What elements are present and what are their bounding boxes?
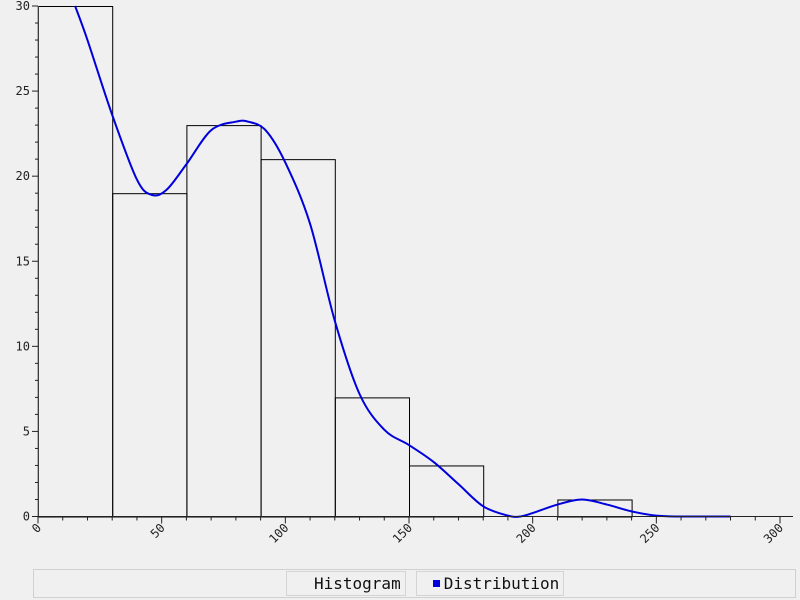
y-tick-label: 5: [23, 424, 30, 438]
legend-items: Histogram Distribution: [286, 571, 565, 596]
histogram-bar: [260, 159, 336, 518]
x-tick-label: 200: [514, 521, 539, 546]
x-tick-label: 150: [390, 521, 415, 546]
legend-swatch: [432, 580, 440, 587]
y-tick-label: 0: [23, 510, 30, 524]
legend-item: Distribution: [415, 571, 565, 596]
distribution-curve: [74, 5, 731, 518]
legend: Histogram Distribution: [33, 569, 796, 598]
y-tick-label: 10: [16, 339, 30, 353]
x-tick-label: 300: [761, 521, 786, 546]
legend-item: Histogram: [286, 571, 406, 596]
y-tick-label: 20: [16, 169, 30, 183]
histogram-bar: [112, 193, 188, 518]
distribution-curve-group: [74, 5, 731, 518]
x-tick-label: 50: [148, 521, 168, 541]
x-tick-label: 250: [637, 521, 662, 546]
x-tick-label: 100: [266, 521, 291, 546]
histogram-bar: [186, 125, 262, 518]
legend-swatch: [303, 580, 310, 587]
axes: [37, 6, 793, 517]
legend-label: Distribution: [443, 574, 560, 593]
legend-label: Histogram: [314, 574, 401, 593]
y-tick-label: 25: [16, 84, 30, 98]
y-tick-label: 30: [16, 0, 30, 13]
y-tick-label: 15: [16, 254, 30, 268]
histogram-bars: [38, 6, 633, 518]
x-tick-label: 0: [29, 521, 44, 536]
